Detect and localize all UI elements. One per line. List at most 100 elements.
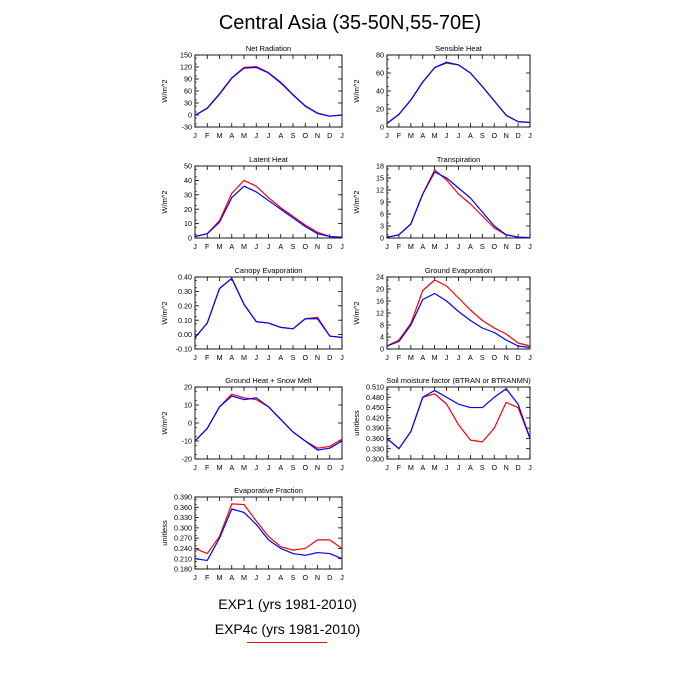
x-tick-label: M	[217, 463, 223, 472]
x-tick-label: M	[217, 242, 223, 251]
x-tick-label: D	[515, 463, 520, 472]
x-tick-label: M	[217, 573, 223, 582]
x-tick-label: M	[241, 131, 247, 140]
y-tick-label: 0	[380, 123, 384, 132]
x-tick-label: J	[457, 242, 461, 251]
y-tick-label: 0.330	[366, 444, 384, 453]
series-line-exp4c	[194, 393, 343, 449]
y-tick-label: 0	[188, 111, 192, 120]
x-tick-label: A	[420, 131, 425, 140]
x-tick-label: D	[327, 242, 332, 251]
x-tick-label: A	[468, 131, 473, 140]
y-tick-label: 20	[184, 205, 192, 214]
x-tick-label: N	[504, 463, 509, 472]
x-tick-label: J	[267, 463, 271, 472]
y-tick-label: 20	[184, 383, 192, 392]
y-tick-label: 3	[380, 222, 384, 231]
y-tick-label: 0.450	[366, 403, 384, 412]
x-tick-label: J	[267, 242, 271, 251]
x-tick-label: J	[445, 242, 449, 251]
x-tick-label: F	[205, 353, 210, 362]
y-tick-label: 9	[380, 198, 384, 207]
x-tick-label: J	[267, 353, 271, 362]
x-tick-label: F	[397, 242, 402, 251]
y-tick-label: -20	[182, 455, 192, 464]
x-tick-label: F	[397, 463, 402, 472]
y-tick-label: -0.10	[176, 345, 192, 354]
x-tick-label: M	[217, 353, 223, 362]
x-tick-label: J	[385, 463, 389, 472]
y-tick-label: 0.240	[174, 544, 192, 553]
x-tick-label: A	[229, 463, 234, 472]
x-tick-label: S	[291, 353, 296, 362]
x-tick-label: F	[205, 131, 210, 140]
x-tick-label: N	[504, 353, 509, 362]
y-tick-label: 0.300	[366, 455, 384, 464]
x-tick-label: D	[327, 353, 332, 362]
x-tick-label: J	[254, 131, 258, 140]
x-tick-label: A	[468, 353, 473, 362]
series-line-exp4c	[386, 62, 531, 124]
y-tick-label: 50	[184, 162, 192, 171]
y-tick-label: -10	[182, 437, 192, 446]
x-tick-label: S	[291, 131, 296, 140]
x-tick-label: M	[241, 463, 247, 472]
x-tick-label: O	[491, 463, 497, 472]
series-line-exp1	[194, 508, 343, 562]
panel-title: Transpiration	[437, 155, 481, 164]
y-tick-label: 0.00	[178, 330, 192, 339]
plot-frame	[386, 165, 531, 239]
x-tick-label: A	[229, 353, 234, 362]
x-tick-label: N	[315, 131, 320, 140]
y-axis-label: W/m^2	[352, 79, 361, 102]
panel-title: Canopy Evaporation	[235, 266, 303, 275]
series-line-exp4c	[386, 393, 531, 450]
x-tick-label: J	[528, 463, 532, 472]
series-line-exp1	[194, 277, 343, 339]
y-tick-label: 0.390	[366, 424, 384, 433]
y-tick-label: 0.420	[366, 413, 384, 422]
y-tick-label: 0.40	[178, 273, 192, 282]
x-tick-label: J	[385, 131, 389, 140]
y-axis-label: W/m^2	[160, 190, 169, 213]
x-tick-label: M	[241, 353, 247, 362]
x-tick-label: S	[480, 353, 485, 362]
x-tick-label: J	[528, 242, 532, 251]
y-axis-label: W/m^2	[352, 190, 361, 213]
x-tick-label: F	[205, 242, 210, 251]
series-line-exp4c	[194, 179, 343, 238]
series-line-exp4c	[386, 279, 531, 347]
x-tick-label: D	[327, 463, 332, 472]
x-tick-label: M	[432, 242, 438, 251]
x-tick-label: S	[291, 573, 296, 582]
y-tick-label: 30	[184, 190, 192, 199]
y-axis-label: W/m^2	[160, 79, 169, 102]
y-tick-label: 0.510	[366, 383, 384, 392]
y-tick-label: 16	[376, 297, 384, 306]
plot-frame	[386, 386, 531, 460]
x-tick-label: J	[385, 242, 389, 251]
x-tick-label: A	[229, 242, 234, 251]
x-tick-label: J	[193, 242, 197, 251]
x-tick-label: D	[327, 131, 332, 140]
y-tick-label: 0	[188, 419, 192, 428]
y-tick-label: 30	[184, 99, 192, 108]
panel-8: Evaporative Fractionunitless0.3900.3600.…	[160, 486, 344, 582]
y-tick-label: 0.270	[174, 534, 192, 543]
y-tick-label: 18	[376, 162, 384, 171]
y-tick-label: 0	[380, 234, 384, 243]
y-tick-label: 0.330	[174, 513, 192, 522]
x-tick-label: J	[254, 242, 258, 251]
x-tick-label: J	[193, 573, 197, 582]
y-tick-label: 40	[376, 87, 384, 96]
x-tick-label: M	[241, 573, 247, 582]
series-line-exp1	[386, 292, 531, 349]
panel-7: Soil moisture factor (BTRAN or BTRANMN) u…	[352, 376, 532, 472]
x-tick-label: J	[457, 463, 461, 472]
x-tick-label: J	[340, 353, 344, 362]
panel-title: Net Radiation	[246, 44, 291, 53]
x-tick-label: J	[445, 463, 449, 472]
plot-frame	[386, 276, 531, 350]
x-tick-label: S	[480, 463, 485, 472]
